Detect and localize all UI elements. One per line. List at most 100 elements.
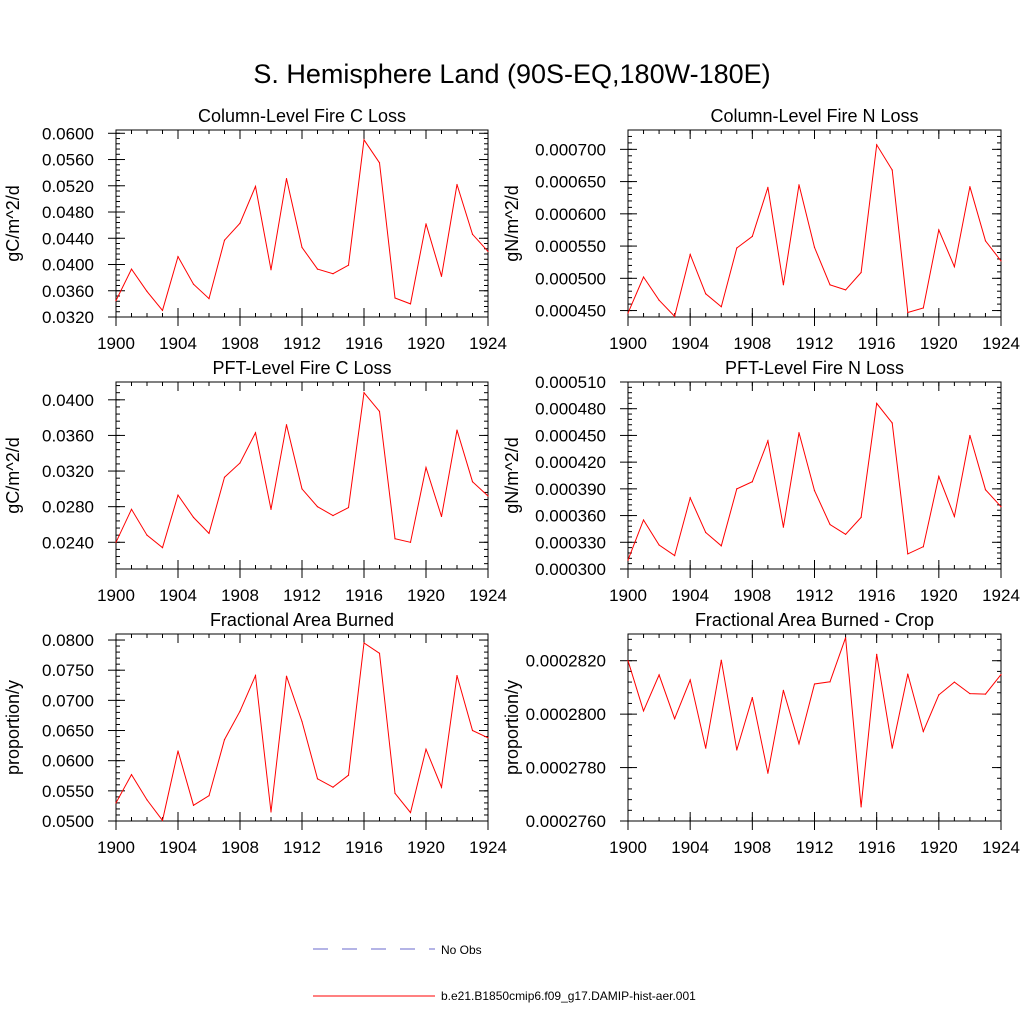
data-point <box>161 819 164 821</box>
y-tick-label: 0.0280 <box>42 498 94 517</box>
x-tick-label: 1908 <box>221 838 259 857</box>
x-tick-label: 1920 <box>920 838 958 857</box>
data-point <box>223 476 226 478</box>
x-tick-label: 1900 <box>97 838 135 857</box>
data-point <box>1000 506 1002 508</box>
x-tick-label: 1916 <box>345 334 383 353</box>
data-point <box>984 693 987 695</box>
data-point <box>471 481 474 483</box>
data-point <box>860 271 862 274</box>
y-tick-label: 0.0520 <box>42 177 94 196</box>
panel-title: Column-Level Fire C Loss <box>198 106 406 126</box>
data-point <box>192 283 195 285</box>
y-tick-label: 0.0320 <box>42 308 94 327</box>
x-tick-label: 1920 <box>407 334 445 353</box>
series-line <box>627 143 1002 318</box>
data-point <box>487 495 489 497</box>
data-point <box>736 247 738 249</box>
data-point <box>130 268 133 270</box>
data-point <box>798 184 800 186</box>
x-tick-label: 1900 <box>97 334 135 353</box>
y-tick-label: 0.0650 <box>42 722 94 741</box>
y-tick-label: 0.0002800 <box>526 705 606 724</box>
y-tick-label: 0.000300 <box>535 560 606 579</box>
data-point <box>223 738 226 741</box>
data-point <box>627 660 629 662</box>
data-point <box>425 466 427 469</box>
y-tick-label: 0.0440 <box>42 229 94 248</box>
x-tick-label: 1920 <box>920 586 958 605</box>
data-point <box>876 653 878 655</box>
y-tick-label: 0.000510 <box>535 373 606 392</box>
data-point <box>254 675 257 677</box>
y-tick-label: 0.0750 <box>42 661 94 680</box>
data-point <box>208 795 210 797</box>
x-tick-label: 1912 <box>796 586 834 605</box>
plot-frame <box>115 381 489 570</box>
y-tick-label: 0.0600 <box>42 752 94 771</box>
y-tick-label: 0.0360 <box>42 282 94 301</box>
x-tick-label: 1924 <box>469 838 507 857</box>
data-point <box>782 689 785 691</box>
data-point <box>425 223 427 225</box>
data-point <box>953 681 955 683</box>
x-tick-label: 1908 <box>733 334 771 353</box>
data-point <box>938 475 940 477</box>
data-point <box>907 673 909 675</box>
x-tick-label: 1924 <box>469 586 507 605</box>
data-point <box>751 481 753 483</box>
data-point <box>332 786 334 788</box>
x-tick-label: 1920 <box>920 334 958 353</box>
data-point <box>674 718 676 720</box>
data-point <box>705 531 707 534</box>
data-point <box>394 538 396 540</box>
x-tick-label: 1916 <box>858 586 896 605</box>
data-point <box>751 235 753 237</box>
data-point <box>984 489 987 491</box>
panel-title: Fractional Area Burned - Crop <box>695 610 934 630</box>
data-point <box>208 298 210 300</box>
x-tick-label: 1916 <box>858 838 896 857</box>
series-line <box>627 637 1002 807</box>
data-point <box>627 312 629 314</box>
x-tick-label: 1912 <box>283 334 321 353</box>
panel-title: Fractional Area Burned <box>210 610 394 630</box>
data-point <box>177 750 179 752</box>
x-tick-label: 1900 <box>609 586 647 605</box>
data-point <box>984 240 987 242</box>
x-tick-label: 1912 <box>283 586 321 605</box>
x-tick-label: 1912 <box>796 334 834 353</box>
data-point <box>487 250 489 252</box>
data-point <box>782 526 785 528</box>
x-tick-label: 1904 <box>159 334 197 353</box>
panel-title: Column-Level Fire N Loss <box>710 106 918 126</box>
y-tick-label: 0.000450 <box>535 302 606 321</box>
legend-label-model-run: b.e21.B1850cmip6.f09_g17.DAMIP-hist-aer.… <box>441 989 696 1003</box>
data-point <box>767 440 769 442</box>
data-point <box>192 516 195 518</box>
data-point <box>378 652 381 654</box>
chart-panel-1: Column-Level Fire C Loss 1900 1904 1908 1912… <box>3 106 507 353</box>
x-tick-label: 1908 <box>221 586 259 605</box>
x-tick-label: 1924 <box>982 586 1020 605</box>
x-tick-label: 1924 <box>982 838 1020 857</box>
data-point <box>922 307 924 309</box>
y-tick-label: 0.0320 <box>42 462 94 481</box>
data-point <box>285 177 288 180</box>
data-point <box>969 434 971 437</box>
data-point <box>316 268 319 270</box>
x-tick-label: 1904 <box>671 586 709 605</box>
y-tick-label: 0.0400 <box>42 391 94 410</box>
data-point <box>953 266 955 268</box>
y-tick-label: 0.0240 <box>42 533 94 552</box>
data-point <box>130 508 133 510</box>
data-point <box>969 186 971 188</box>
series-line <box>627 402 1002 561</box>
data-point <box>1000 674 1002 676</box>
data-point <box>938 229 940 231</box>
data-point <box>642 519 645 521</box>
x-tick-label: 1916 <box>345 586 383 605</box>
data-point <box>115 541 117 543</box>
